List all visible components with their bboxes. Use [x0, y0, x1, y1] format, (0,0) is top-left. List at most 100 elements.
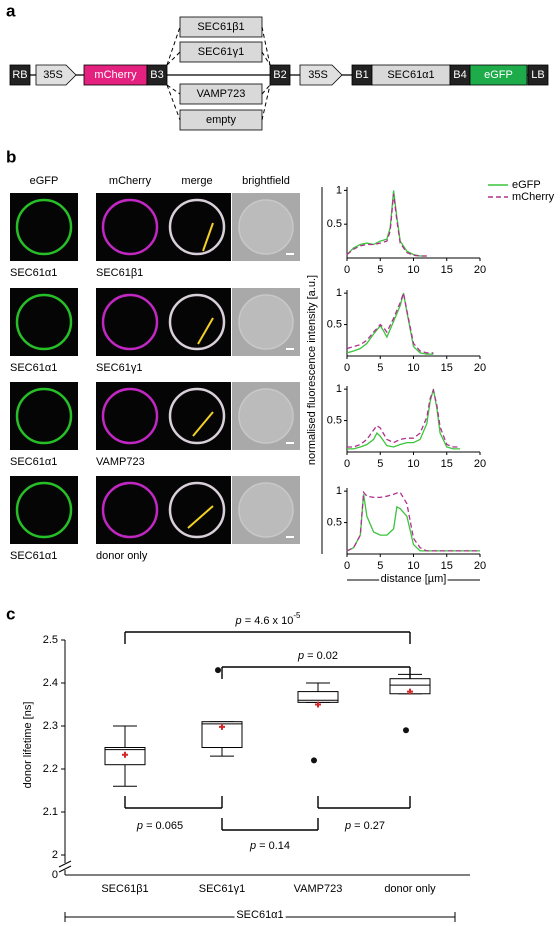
profile-line [346, 292, 434, 355]
micrograph [163, 193, 231, 261]
y-tick-label: 1 [336, 383, 342, 395]
y-tick-label: 2 [52, 849, 58, 861]
y-axis-label: normalised fluorescence intensity [a.u.] [306, 275, 318, 465]
x-tick-label: 20 [474, 264, 486, 276]
construct-label: LB [531, 69, 544, 81]
profile-arrow [192, 411, 214, 437]
insert-label: VAMP723 [197, 88, 246, 100]
image-header: mCherry [109, 175, 152, 187]
cell-outline [168, 387, 226, 445]
dashed-link [261, 84, 271, 121]
p-value: p = 4.6 x 10-5 [235, 611, 301, 627]
scale-bar [286, 348, 294, 350]
p-symbol: p [344, 820, 351, 832]
image-caption: SEC61α1 [10, 550, 57, 562]
p-value: p = 0.27 [344, 820, 385, 832]
outlier [215, 667, 221, 674]
profile-line [346, 290, 434, 354]
profile-line [346, 490, 480, 552]
profile-line [347, 388, 461, 450]
p-value-text: = 0.065 [143, 820, 183, 832]
axis-break [58, 860, 72, 868]
profile-arrow [187, 505, 214, 529]
construct-label: B4 [453, 69, 466, 81]
construct-element [527, 64, 549, 86]
construct-element [9, 64, 31, 86]
outlier [403, 727, 409, 734]
cell-outline [101, 481, 159, 539]
micrograph [163, 476, 231, 544]
image-caption: VAMP723 [96, 456, 145, 468]
image-caption: donor only [96, 550, 148, 562]
x-tick-label: 5 [377, 560, 383, 572]
p-value: p = 0.14 [249, 840, 290, 852]
construct-label: 35S [43, 69, 63, 81]
image-caption: SEC61γ1 [96, 362, 142, 374]
box [297, 691, 339, 703]
x-axis-label: distance [µm] [381, 573, 447, 585]
cell-outline [15, 293, 73, 351]
scale-bar [286, 253, 294, 255]
cell-outline [15, 481, 73, 539]
x-tick-label: 5 [377, 458, 383, 470]
x-tick-label: SEC61γ1 [199, 883, 245, 895]
y-tick-label: 2.5 [43, 634, 58, 646]
x-tick-label: 0 [344, 362, 350, 374]
construct-label: SEC61α1 [387, 69, 434, 81]
profile-line [347, 388, 461, 448]
profile-arrow [202, 222, 214, 252]
p-value-exponent: -5 [293, 611, 301, 620]
legend-label: eGFP [512, 179, 541, 191]
p-value: p = 0.065 [136, 820, 183, 832]
construct-label: mCherry [94, 69, 137, 81]
cell-outline [168, 293, 226, 351]
construct-element [146, 64, 168, 86]
micrograph [10, 382, 78, 450]
x-tick-label: 10 [407, 458, 419, 470]
x-tick-label: 15 [441, 264, 453, 276]
x-tick-label: 10 [407, 362, 419, 374]
x-tick-label: 20 [474, 560, 486, 572]
x-tick-label: 0 [344, 458, 350, 470]
construct-label: 35S [308, 69, 328, 81]
p-symbol: p [297, 650, 304, 662]
panel-label: b [6, 147, 16, 166]
image-caption: SEC61β1 [96, 267, 143, 279]
construct-label: B3 [150, 69, 163, 81]
cell-outline [15, 387, 73, 445]
x-tick-label: 0 [344, 560, 350, 572]
x-tick-label: VAMP723 [294, 883, 343, 895]
mean-marker [407, 688, 413, 695]
cell-outline [101, 293, 159, 351]
profile-line [346, 193, 427, 257]
micrograph [163, 288, 231, 356]
x-tick-label: 20 [474, 362, 486, 374]
dashed-link [166, 51, 181, 66]
image-caption: SEC61α1 [10, 362, 57, 374]
construct-label: RB [12, 69, 27, 81]
promoter [35, 64, 77, 86]
profile-arrow [197, 317, 214, 345]
dashed-link [166, 84, 181, 121]
promoter [299, 64, 343, 86]
group-label: SEC61α1 [236, 909, 283, 921]
p-value-text: = 0.27 [351, 820, 385, 832]
y-tick-label: 0.5 [327, 516, 342, 528]
construct-label: B1 [355, 69, 368, 81]
y-tick-label: 0 [52, 869, 58, 881]
dashed-link [261, 51, 271, 66]
y-tick-label: 0.5 [327, 318, 342, 330]
mean-marker [315, 701, 321, 708]
image-caption: SEC61α1 [10, 456, 57, 468]
micrograph [96, 288, 164, 356]
axis-break [58, 865, 72, 873]
cell-outline [15, 198, 73, 256]
p-value: p = 0.02 [297, 650, 338, 662]
y-tick-label: 2.2 [43, 763, 58, 775]
scale-bar [286, 536, 294, 538]
image-caption: SEC61α1 [10, 267, 57, 279]
outlier [311, 757, 317, 764]
cell-outline [238, 199, 294, 255]
y-tick-label: 2.4 [43, 677, 58, 689]
